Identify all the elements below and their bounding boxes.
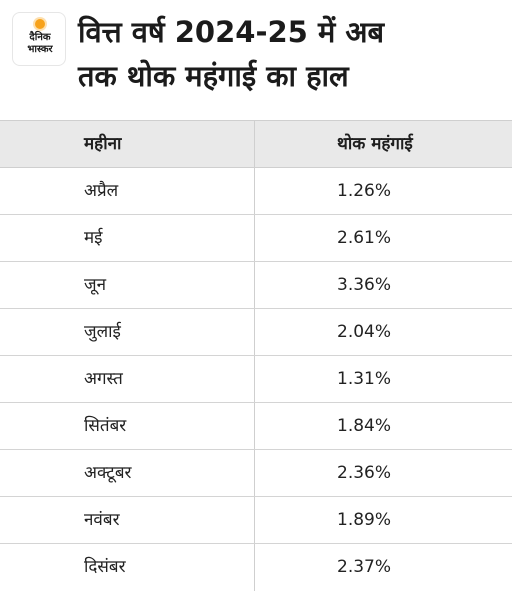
table-row: नवंबर 1.89%: [0, 497, 512, 544]
title-line-1: वित्त वर्ष 2024-25 में अब: [78, 15, 385, 49]
column-header-wholesale-inflation: थोक महंगाई: [337, 134, 413, 154]
month-cell: मई: [0, 215, 255, 261]
inflation-value-cell: 2.37%: [337, 557, 392, 577]
logo-text-line2: भास्कर: [27, 44, 53, 55]
inflation-value-cell: 1.31%: [337, 369, 392, 389]
table-row: अगस्त 1.31%: [0, 356, 512, 403]
month-cell: दिसंबर: [0, 544, 255, 591]
month-cell: अप्रैल: [0, 168, 255, 214]
title-line-2: तक थोक महंगाई का हाल: [78, 59, 349, 93]
inflation-value-cell: 1.26%: [337, 181, 392, 201]
inflation-value-cell: 1.89%: [337, 510, 392, 530]
inflation-value-cell: 3.36%: [337, 275, 392, 295]
table-row: मई 2.61%: [0, 215, 512, 262]
column-header-month: महीना: [0, 121, 255, 167]
page-title: वित्त वर्ष 2024-25 में अब तक थोक महंगाई …: [78, 10, 508, 98]
inflation-table: महीना थोक महंगाई अप्रैल 1.26% मई 2.61% जून 3.…: [0, 120, 512, 591]
table-row: दिसंबर 2.37%: [0, 544, 512, 591]
month-cell: जुलाई: [0, 309, 255, 355]
sun-icon: [35, 19, 45, 29]
inflation-value-cell: 1.84%: [337, 416, 392, 436]
inflation-value-cell: 2.61%: [337, 228, 392, 248]
table-row: जून 3.36%: [0, 262, 512, 309]
table-row: जुलाई 2.04%: [0, 309, 512, 356]
inflation-value-cell: 2.04%: [337, 322, 392, 342]
logo-text-line1: दैनिक: [29, 32, 51, 43]
table-body: अप्रैल 1.26% मई 2.61% जून 3.36% जुलाई 2.04% अगस्…: [0, 168, 512, 591]
inflation-value-cell: 2.36%: [337, 463, 392, 483]
dainik-bhaskar-logo: दैनिक भास्कर: [12, 12, 66, 66]
month-cell: जून: [0, 262, 255, 308]
table-row: सितंबर 1.84%: [0, 403, 512, 450]
table-row: अक्टूबर 2.36%: [0, 450, 512, 497]
month-cell: अगस्त: [0, 356, 255, 402]
header: दैनिक भास्कर वित्त वर्ष 2024-25 में अब त…: [0, 0, 512, 112]
table-header-row: महीना थोक महंगाई: [0, 120, 512, 168]
month-cell: नवंबर: [0, 497, 255, 543]
month-cell: सितंबर: [0, 403, 255, 449]
month-cell: अक्टूबर: [0, 450, 255, 496]
table-row: अप्रैल 1.26%: [0, 168, 512, 215]
